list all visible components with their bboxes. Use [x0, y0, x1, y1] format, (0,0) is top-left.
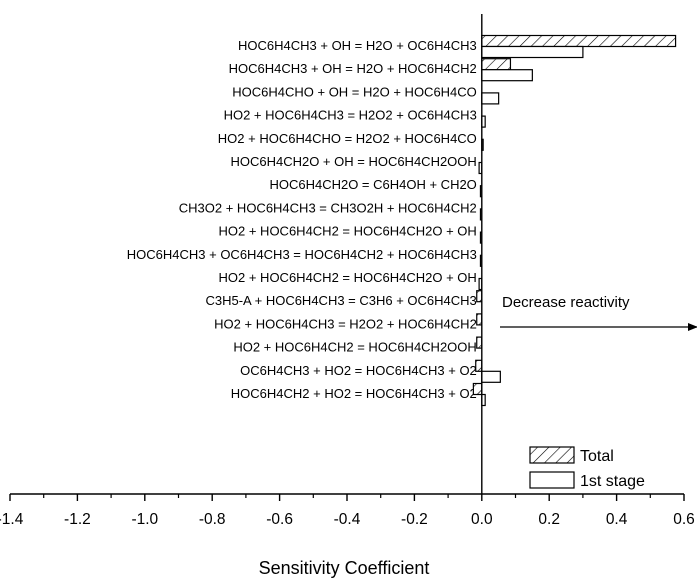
x-tick-label: 0.2	[538, 511, 560, 528]
bar-1st-stage	[481, 92, 500, 105]
bar-total	[481, 58, 512, 71]
bar-total	[476, 336, 483, 349]
reaction-label: HO2 + HOC6H4CH2 = HOC6H4CH2O + OH	[219, 224, 477, 239]
x-tick-label: -0.4	[334, 511, 361, 528]
x-tick-label: -1.2	[64, 511, 91, 528]
reaction-labels: HOC6H4CH3 + OH = H2O + OC6H4CH3 HOC6H4CH3…	[127, 38, 477, 401]
reaction-label: HOC6H4CH2 + HO2 = HOC6H4CH3 + O2	[231, 386, 477, 401]
legend-label-1st-stage: 1st stage	[580, 473, 645, 490]
bar-total	[476, 290, 483, 303]
reaction-label: HOC6H4CHO + OH = H2O + HOC6H4CO	[232, 84, 477, 99]
bar-total	[476, 313, 483, 326]
axes: -1.4 -1.2 -1.0 -0.8 -0.6 -0.4 -0.2 0.0 0.2 0.4 0.6…	[0, 14, 695, 578]
bar-total	[481, 34, 677, 48]
x-tick-label: -0.2	[401, 511, 428, 528]
reaction-label: HOC6H4CH2O + OH = HOC6H4CH2OOH	[230, 154, 476, 169]
reaction-label: HOC6H4CH3 + OH = H2O + HOC6H4CH2	[229, 61, 477, 76]
reaction-label: HOC6H4CH2O = C6H4OH + CH2O	[269, 177, 476, 192]
reaction-label: HO2 + HOC6H4CH3 = H2O2 + OC6H4CH3	[224, 108, 477, 123]
x-tick-label: 0.0	[471, 511, 493, 528]
x-tick-label: 0.6	[673, 511, 695, 528]
x-tick-label: 0.4	[606, 511, 628, 528]
annotation: Decrease reactivity	[500, 294, 697, 331]
bar-1st-stage	[481, 370, 501, 383]
x-tick-label: -1.0	[131, 511, 158, 528]
legend-swatch-total	[529, 446, 575, 464]
legend-label-total: Total	[580, 448, 614, 465]
reaction-label: C3H5-A + HOC6H4CH3 = C3H6 + OC6H4CH3	[205, 293, 476, 308]
reaction-label: HOC6H4CH3 + OH = H2O + OC6H4CH3	[238, 38, 477, 53]
bar-1st-stage	[481, 45, 584, 59]
legend-swatch-1st-stage	[529, 471, 575, 489]
bar-1st-stage	[481, 69, 533, 82]
annotation-text: Decrease reactivity	[502, 294, 630, 311]
reaction-label: HO2 + HOC6H4CH3 = H2O2 + HOC6H4CH2	[214, 316, 477, 331]
legend: Total 1st stage	[529, 446, 645, 490]
reaction-label: OC6H4CH3 + HO2 = HOC6H4CH3 + O2	[240, 363, 477, 378]
reaction-label: HO2 + HOC6H4CH2 = HOC6H4CH2O + OH	[219, 270, 477, 285]
reaction-label: CH3O2 + HOC6H4CH3 = CH3O2H + HOC6H4CH2	[179, 200, 477, 215]
reaction-label: HOC6H4CH3 + OC6H4CH3 = HOC6H4CH2 + HOC6H…	[127, 247, 477, 262]
x-axis-title: Sensitivity Coefficient	[259, 558, 430, 578]
reaction-label: HO2 + HOC6H4CHO = H2O2 + HOC6H4CO	[218, 131, 477, 146]
bar-total	[472, 382, 483, 396]
reaction-label: HO2 + HOC6H4CH2 = HOC6H4CH2OOH	[233, 340, 476, 355]
bars	[472, 34, 677, 407]
x-tick-label: -1.4	[0, 511, 24, 528]
bar-total	[475, 359, 483, 372]
x-tick-label: -0.8	[199, 511, 226, 528]
x-tick-label: -0.6	[266, 511, 293, 528]
